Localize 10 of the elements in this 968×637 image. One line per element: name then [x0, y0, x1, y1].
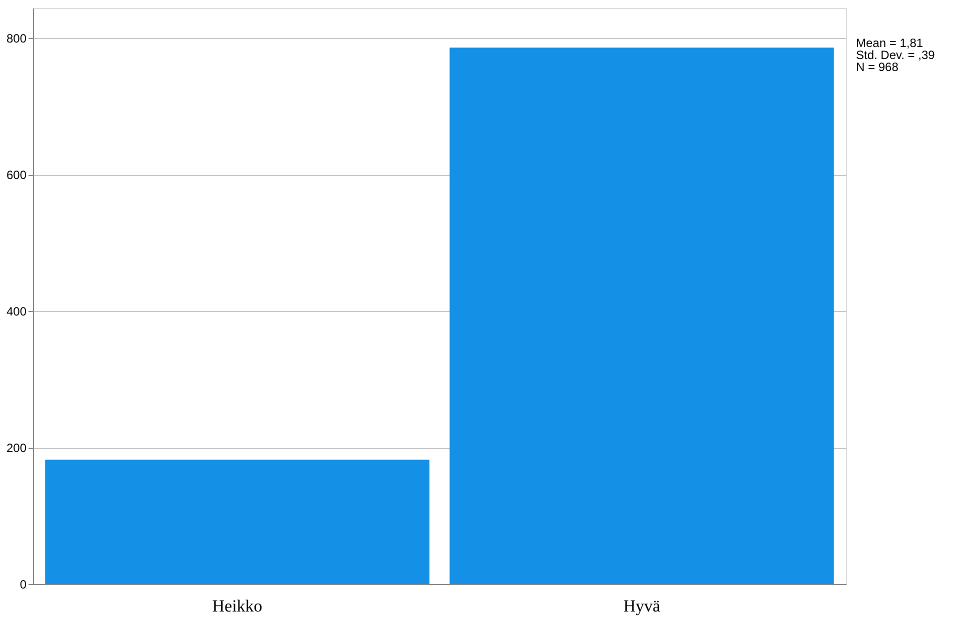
text: Mean = 1,81 — [856, 36, 924, 50]
y-tick-label: 600 — [6, 168, 27, 182]
text: N = 968 — [856, 60, 899, 74]
x-tick-label: Heikko — [212, 596, 262, 616]
y-tick-label: 0 — [20, 578, 27, 592]
y-tick-label: 800 — [6, 32, 27, 46]
y-tick-label: 400 — [6, 304, 27, 319]
y-tick-label: 200 — [6, 441, 27, 456]
text: Std. Dev. = ,39 — [856, 48, 936, 62]
x-tick-label: Hyvä — [623, 596, 661, 616]
